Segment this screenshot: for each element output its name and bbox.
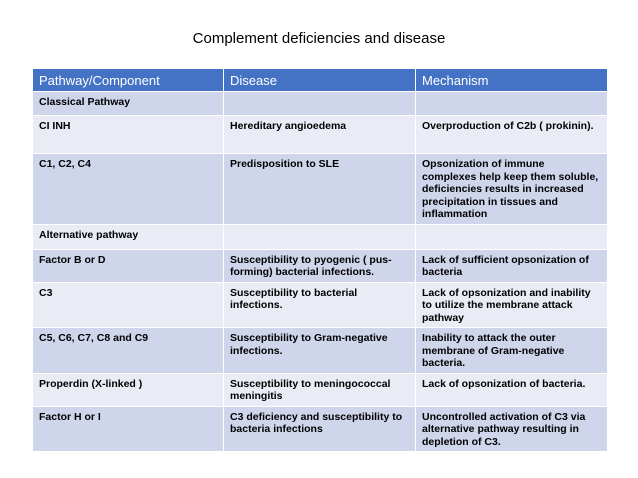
cell-component: Properdin (X-linked ) (32, 372, 224, 407)
table-header-row: Pathway/Component Disease Mechanism (32, 68, 608, 92)
cell-mechanism: Uncontrolled activation of C3 via altern… (415, 405, 608, 452)
cell-component: C3 (32, 281, 224, 328)
table-row: C5, C6, C7, C8 and C9 Susceptibility to … (32, 327, 608, 374)
cell-disease: Susceptibility to meningococcal meningit… (223, 372, 416, 407)
table-row: Classical Pathway (32, 91, 608, 116)
table-row: C1, C2, C4 Predisposition to SLE Opsoniz… (32, 153, 608, 225)
cell-mechanism: Lack of sufficient opsonization of bacte… (415, 248, 608, 283)
cell-mechanism: Lack of opsonization of bacteria. (415, 372, 608, 407)
cell-disease: Susceptibility to Gram-negative infectio… (223, 327, 416, 374)
cell-disease: Susceptibility to pyogenic ( pus-forming… (223, 248, 416, 283)
cell-mechanism: Overproduction of C2b ( prokinin). (415, 115, 608, 154)
complement-deficiency-table: Pathway/Component Disease Mechanism Clas… (32, 68, 608, 452)
cell-mechanism: Lack of opsonization and inability to ut… (415, 281, 608, 328)
cell-component: Classical Pathway (32, 91, 224, 116)
table-row: C3 Susceptibility to bacterial infection… (32, 281, 608, 328)
cell-mechanism (415, 223, 608, 250)
header-pathway-component: Pathway/Component (32, 68, 224, 92)
cell-mechanism: Inability to attack the outer membrane o… (415, 327, 608, 374)
cell-component: Alternative pathway (32, 223, 224, 250)
cell-component: Factor B or D (32, 248, 224, 283)
cell-disease: Hereditary angioedema (223, 115, 416, 154)
cell-component: C5, C6, C7, C8 and C9 (32, 327, 224, 374)
table-row: CI INH Hereditary angioedema Overproduct… (32, 115, 608, 154)
cell-component: CI INH (32, 115, 224, 154)
cell-disease: Predisposition to SLE (223, 153, 416, 225)
page-title: Complement deficiencies and disease (192, 30, 446, 47)
header-disease: Disease (223, 68, 416, 92)
cell-disease (223, 223, 416, 250)
table-row: Factor H or I C3 deficiency and suscepti… (32, 405, 608, 452)
table-row: Alternative pathway (32, 223, 608, 250)
table-row: Factor B or D Susceptibility to pyogenic… (32, 248, 608, 283)
cell-disease (223, 91, 416, 116)
cell-component: Factor H or I (32, 405, 224, 452)
header-mechanism: Mechanism (415, 68, 608, 92)
cell-disease: Susceptibility to bacterial infections. (223, 281, 416, 328)
cell-mechanism: Opsonization of immune complexes help ke… (415, 153, 608, 225)
cell-component: C1, C2, C4 (32, 153, 224, 225)
table-row: Properdin (X-linked ) Susceptibility to … (32, 372, 608, 407)
cell-disease: C3 deficiency and susceptibility to bact… (223, 405, 416, 452)
cell-mechanism (415, 91, 608, 116)
